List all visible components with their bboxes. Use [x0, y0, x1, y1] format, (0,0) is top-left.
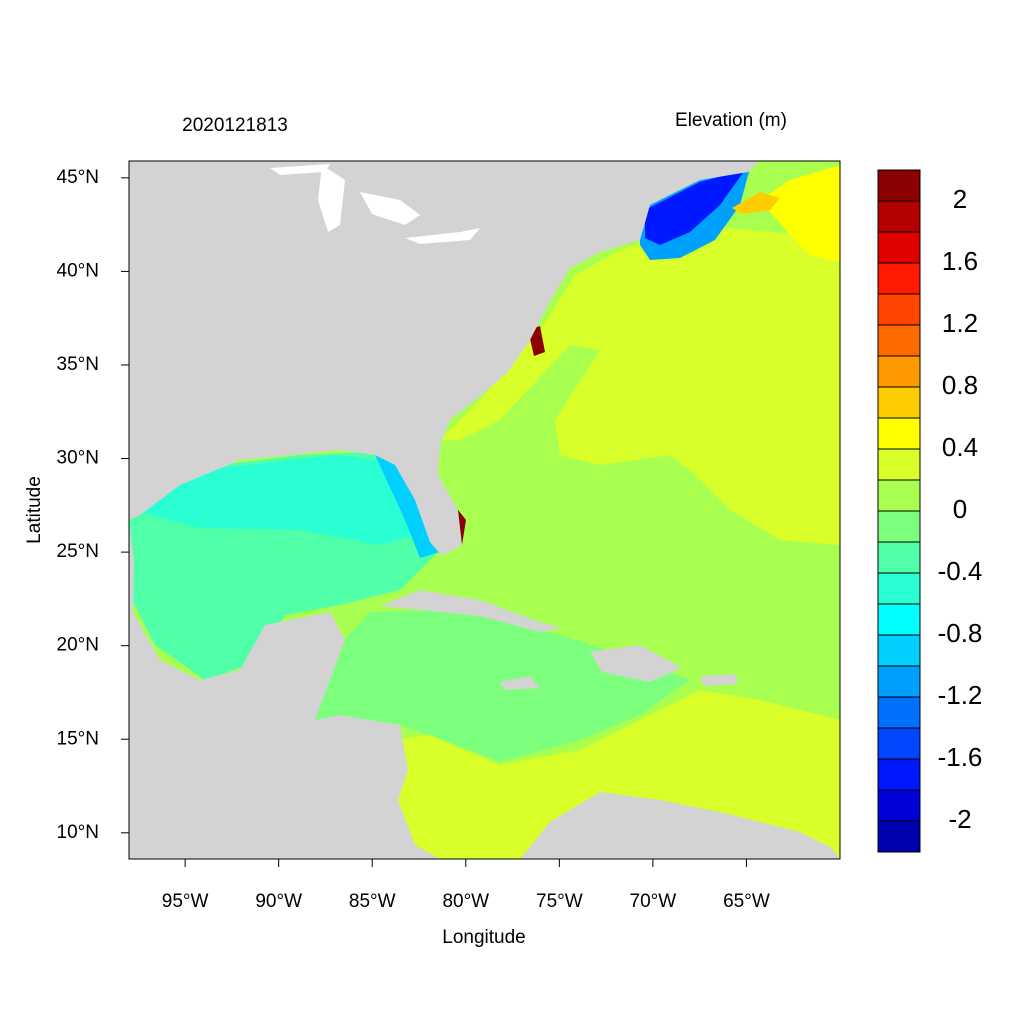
colorbar-label: 0 — [953, 494, 967, 524]
ocean-region — [760, 165, 840, 262]
colorbar-box — [877, 820, 921, 853]
colorbar-box — [877, 262, 921, 295]
colorbar-box — [877, 541, 921, 574]
y-tick-label: 20°N — [57, 635, 99, 656]
ocean-region — [732, 192, 780, 214]
y-axis-label: Latitude — [24, 476, 45, 544]
land — [590, 645, 682, 682]
colorbar-box — [877, 510, 921, 543]
colorbar-label: -2 — [948, 804, 971, 834]
y-tick-label: 10°N — [57, 822, 99, 843]
colorbar-box — [877, 572, 921, 605]
land — [129, 161, 760, 556]
y-tick-label: 35°N — [57, 354, 99, 375]
land — [129, 520, 440, 859]
ocean-region — [645, 170, 745, 245]
colorbar-box — [877, 231, 921, 264]
y-tick-label: 30°N — [57, 448, 99, 469]
colorbar-label: 2 — [953, 184, 967, 214]
colorbar-box — [877, 417, 921, 450]
plot-frame — [128, 160, 841, 860]
colorbar-box — [877, 665, 921, 698]
lake — [405, 228, 480, 244]
colorbar-box — [877, 293, 921, 326]
land — [500, 676, 540, 690]
x-tick-label: 95°W — [162, 891, 209, 912]
colorbar-box — [877, 696, 921, 729]
land — [700, 674, 738, 686]
colorbar-box — [877, 758, 921, 791]
colorbar-label: -0.8 — [938, 618, 983, 648]
ocean-region — [440, 225, 840, 545]
colorbar-label: 0.8 — [942, 370, 978, 400]
y-tick-label: 15°N — [57, 728, 99, 749]
y-tick-label: 25°N — [57, 541, 99, 562]
map-field — [129, 161, 840, 859]
colorbar-box — [877, 169, 921, 202]
colorbar-box — [877, 386, 921, 419]
colorbar-box — [877, 200, 921, 233]
x-tick-label: 75°W — [536, 891, 583, 912]
land — [380, 590, 562, 632]
x-axis-label: Longitude — [442, 927, 525, 948]
land — [520, 792, 840, 859]
ocean-region — [140, 455, 415, 545]
x-tick-label: 85°W — [349, 891, 396, 912]
colorbar-label: -1.2 — [938, 680, 983, 710]
colorbar-box — [877, 448, 921, 481]
colorbar-label: -0.4 — [938, 556, 983, 586]
lake — [360, 192, 420, 225]
y-tick-label: 40°N — [57, 260, 99, 281]
colorbar-label: 0.4 — [942, 432, 978, 462]
x-tick-label: 65°W — [723, 891, 770, 912]
x-tick-label: 70°W — [630, 891, 677, 912]
legend-title: Elevation (m) — [675, 110, 787, 131]
colorbar-label: -1.6 — [938, 742, 983, 772]
colorbar-box — [877, 727, 921, 760]
ocean-region — [375, 455, 440, 558]
colorbar-box — [877, 789, 921, 822]
colorbar-box — [877, 324, 921, 357]
x-tick-label: 80°W — [442, 891, 489, 912]
lake — [270, 164, 330, 175]
y-tick-label: 45°N — [57, 167, 99, 188]
map-title: 2020121813 — [182, 115, 288, 136]
colorbar-box — [877, 355, 921, 388]
colorbar-label: 1.6 — [942, 246, 978, 276]
colorbar-box — [877, 634, 921, 667]
colorbar-label: 1.2 — [942, 308, 978, 338]
colorbar-box — [877, 603, 921, 636]
ocean-region — [310, 610, 690, 762]
colorbar-box — [877, 479, 921, 512]
x-tick-label: 90°W — [255, 891, 302, 912]
lake — [318, 165, 345, 232]
